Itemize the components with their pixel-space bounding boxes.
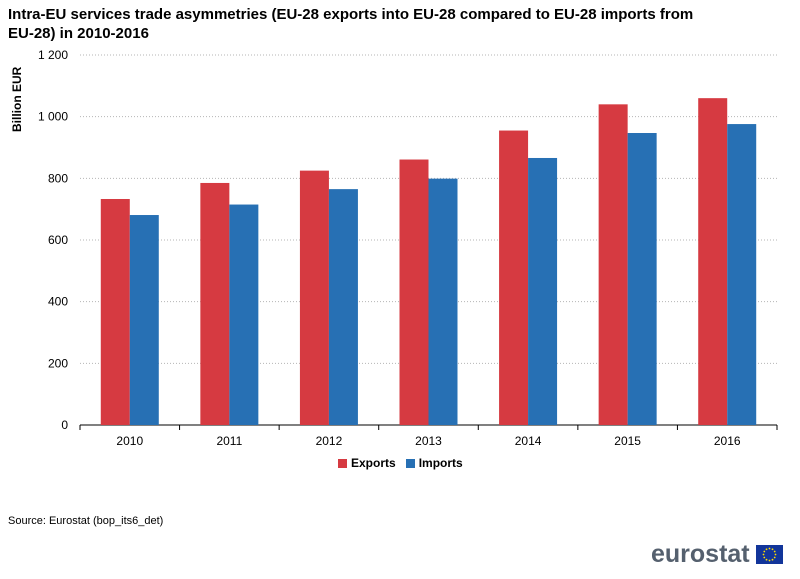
legend-swatch-exports	[338, 458, 347, 468]
y-tick-label: 200	[48, 356, 68, 370]
legend-item-exports: Exports	[338, 456, 396, 470]
bar-imports-2011	[229, 204, 259, 425]
x-tick-label: 2012	[316, 434, 343, 448]
y-tick-label: 400	[48, 295, 68, 309]
bar-exports-2010	[100, 198, 130, 425]
bar-exports-2012	[299, 170, 329, 425]
bar-exports-2013	[399, 159, 429, 425]
legend-item-imports: Imports	[405, 456, 463, 470]
bar-exports-2016	[698, 98, 728, 426]
flag-star	[773, 550, 776, 553]
y-tick-label: 0	[61, 418, 68, 432]
y-tick-label: 1 000	[38, 110, 68, 124]
flag-star	[762, 553, 765, 556]
bar-imports-2016	[727, 124, 757, 426]
flag-star	[771, 558, 774, 561]
eu-flag-icon	[755, 545, 783, 564]
bar-imports-2012	[328, 189, 358, 425]
x-tick-label: 2011	[216, 434, 242, 448]
legend-label-exports: Exports	[351, 456, 396, 470]
x-tick-label: 2013	[415, 434, 442, 448]
bar-imports-2014	[528, 157, 558, 425]
legend-label-imports: Imports	[418, 456, 463, 470]
flag-star	[763, 550, 765, 553]
eurostat-logo: eurostat	[651, 540, 783, 569]
bar-imports-2010	[129, 215, 159, 425]
y-tick-label: 600	[48, 233, 68, 247]
flag-star	[765, 558, 768, 561]
bar-chart: 0 200 400 600 800 1 000 1 200 2010 2011 2012 2013 2…	[38, 48, 778, 448]
y-tick-label: 1 200	[38, 48, 68, 62]
legend: Exports Imports	[338, 456, 463, 470]
y-tick-label: 800	[48, 171, 68, 185]
bar-imports-2015	[627, 133, 657, 425]
bar-exports-2011	[200, 182, 230, 425]
flag-star	[773, 556, 776, 559]
x-tick-label: 2015	[614, 434, 641, 448]
legend-swatch-imports	[405, 458, 415, 468]
logo-text: eurostat	[651, 540, 750, 568]
flag-star	[765, 548, 768, 551]
flag-star	[768, 559, 771, 562]
source-note: Source: Eurostat (bop_its6_det)	[8, 515, 164, 527]
flag-star	[768, 547, 771, 550]
x-tick-label: 2016	[714, 434, 741, 448]
flag-star	[763, 556, 765, 559]
flag-star	[771, 548, 774, 551]
bar-exports-2015	[598, 104, 628, 425]
x-tick-label: 2010	[116, 434, 143, 448]
chart-title: Intra-EU services trade asymmetries (EU-…	[8, 6, 694, 42]
x-tick-label: 2014	[515, 434, 542, 448]
flag-star	[774, 553, 777, 556]
bar-exports-2014	[499, 130, 529, 425]
bar-imports-2013	[428, 178, 458, 425]
